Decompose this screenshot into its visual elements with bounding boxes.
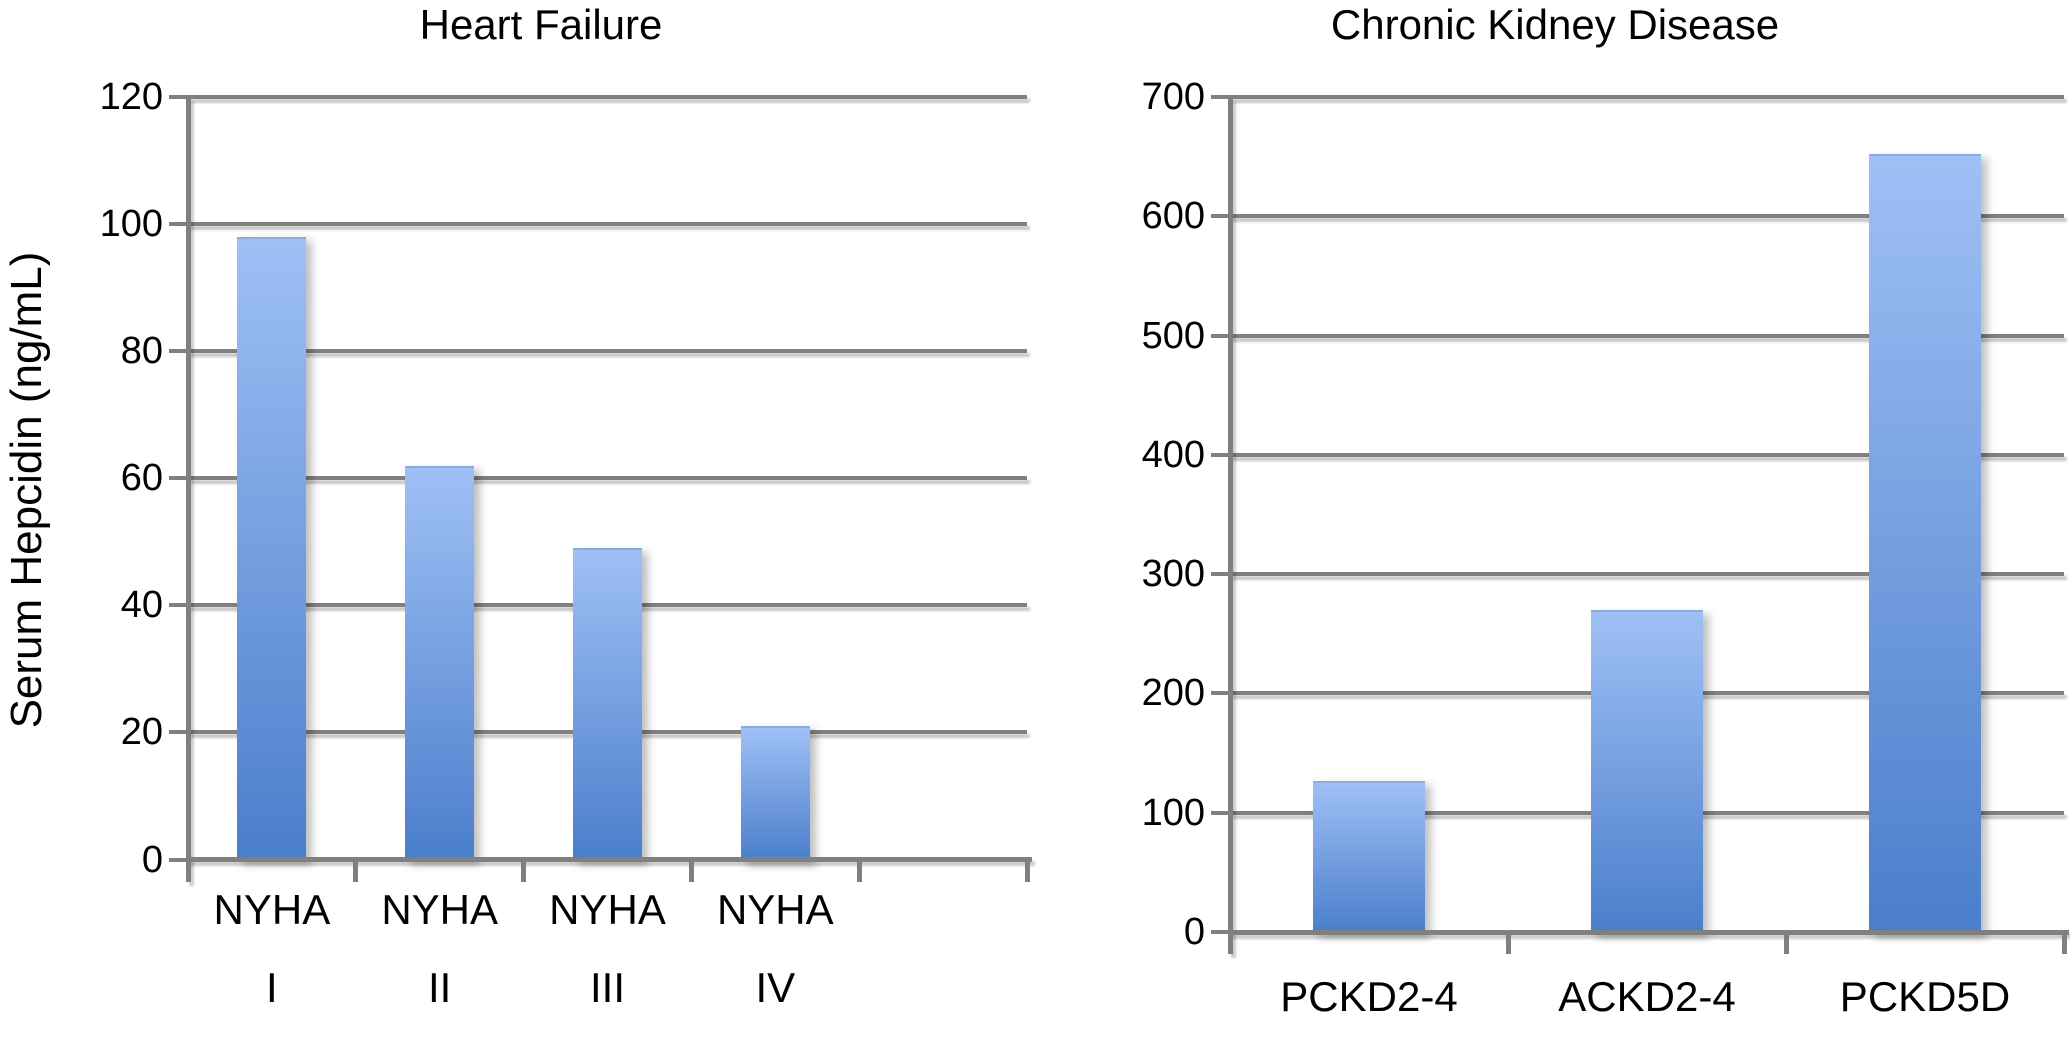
y-tick-60 [169,476,188,481]
x-tick-3 [688,861,694,882]
x-axis [1228,929,2069,935]
y-tick-200 [1211,691,1230,696]
x-category-label-line: NYHA [213,886,331,933]
gridline-700 [1230,95,2064,99]
y-tick-label-40: 40 [120,584,163,627]
x-category-label: NYHA II [381,885,498,1013]
y-tick-700 [1211,95,1230,99]
y-tick-label-20: 20 [120,711,163,754]
y-tick-label-80: 80 [120,330,163,373]
x-category-label: PCKD2-4 [1280,972,1457,1022]
x-category-label-line: NYHA [381,886,499,933]
bar-nyha-i [237,236,307,862]
x-tick-4 [856,861,862,882]
x-category-label-line: I [266,964,278,1011]
y-tick-300 [1211,572,1230,577]
x-tick-5 [1024,861,1030,882]
x-tick-2 [521,861,527,882]
y-tick-500 [1211,333,1230,338]
x-category-label-line: II [428,964,452,1011]
y-tick-label-400: 400 [1141,433,1205,476]
gridline-80 [188,349,1027,354]
x-category-label-line: NYHA [549,886,666,933]
bar-nyha-ii [405,465,475,862]
y-axis [186,97,191,882]
y-axis [1228,97,1233,954]
x-category-label: NYHA IV [717,885,834,1013]
y-tick-label-0: 0 [1183,911,1205,953]
chart-title: Chronic Kidney Disease [1330,1,1780,48]
x-tick-3 [2061,934,2067,954]
y-tick-600 [1211,214,1230,219]
chart-title: Heart Failure [419,1,663,48]
bar-pckd5d [1869,154,1981,934]
bar-pckd2-4 [1313,780,1425,934]
y-tick-label-300: 300 [1141,553,1205,596]
x-category-label-line: PCKD2-4 [1280,973,1458,1020]
x-tick-0 [185,861,191,882]
x-category-label-line: IV [755,964,796,1011]
y-tick-label-60: 60 [120,457,163,500]
gridline-120 [188,95,1027,99]
x-tick-1 [1505,934,1511,954]
y-tick-label-700: 700 [1141,76,1205,118]
y-tick-label-200: 200 [1141,672,1205,715]
x-tick-1 [353,861,359,882]
x-tick-0 [1227,934,1233,954]
y-tick-0 [1211,930,1230,934]
x-category-label-line: PCKD5D [1839,973,2011,1020]
y-tick-0 [169,857,188,862]
y-tick-400 [1211,452,1230,457]
y-tick-label-120: 120 [99,76,163,118]
y-tick-label-600: 600 [1141,195,1205,238]
bar-nyha-iii [573,548,642,862]
y-tick-label-100: 100 [1141,791,1205,834]
gridline-300 [1230,572,2064,577]
bar-ackd2-4 [1591,609,1703,934]
y-tick-40 [169,603,188,608]
gridline-100 [188,222,1027,227]
y-tick-label-0: 0 [141,838,163,881]
x-axis [186,857,1032,862]
gridline-400 [1230,452,2064,457]
x-category-label-line: III [589,964,626,1011]
gridline-60 [188,476,1027,481]
y-tick-120 [169,95,188,99]
y-tick-label-500: 500 [1141,314,1205,357]
y-tick-100 [1211,810,1230,815]
y-tick-label-100: 100 [99,203,163,246]
x-category-label-line: ACKD2-4 [1558,973,1736,1020]
y-tick-100 [169,222,188,227]
x-category-label: NYHA I [214,885,331,1013]
x-category-label-line: NYHA [716,886,834,933]
x-tick-2 [1783,934,1789,954]
y-tick-80 [169,349,188,354]
bar-nyha-iv [740,726,810,862]
gridline-500 [1230,333,2064,338]
x-category-label: ACKD2-4 [1558,972,1735,1022]
x-category-label: NYHA III [549,885,666,1013]
x-category-label: PCKD5D [1840,972,2010,1022]
y-tick-20 [169,730,188,735]
gridline-600 [1230,214,2064,219]
